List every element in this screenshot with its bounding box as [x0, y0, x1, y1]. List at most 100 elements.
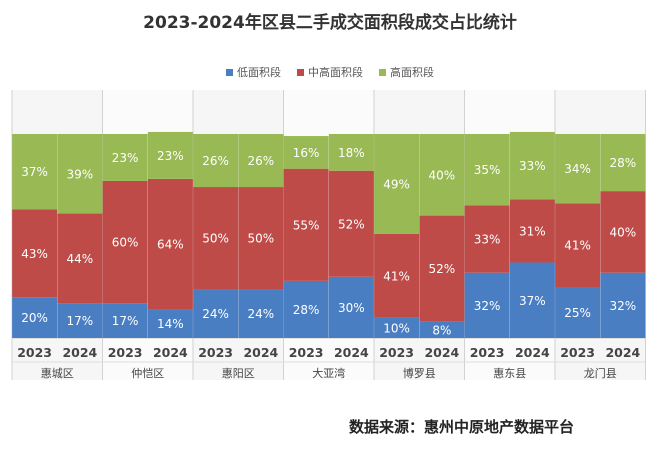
- bar-segment: [509, 262, 555, 338]
- x-tick-label: 2023: [108, 345, 143, 360]
- x-tick-label: 2023: [379, 345, 414, 360]
- data-label: 41%: [564, 239, 591, 253]
- bar-segment: [464, 205, 510, 273]
- data-label: 30%: [338, 301, 365, 315]
- data-label: 10%: [383, 321, 410, 335]
- bar-segment: [283, 168, 329, 281]
- bar-segment: [193, 134, 239, 188]
- bar-segment: [555, 134, 601, 204]
- data-label: 64%: [157, 238, 184, 252]
- data-label: 28%: [293, 303, 320, 317]
- data-label: 60%: [112, 236, 139, 250]
- bar-segment: [283, 280, 329, 338]
- x-tick-label: 2023: [560, 345, 595, 360]
- data-label: 34%: [564, 162, 591, 176]
- data-label: 37%: [519, 294, 546, 308]
- data-label: 20%: [21, 311, 48, 325]
- data-label: 52%: [429, 262, 456, 276]
- group-label: 仲恺区: [131, 366, 164, 380]
- legend-item-high: 高面积段: [379, 64, 434, 80]
- legend-label-low: 低面积段: [237, 66, 281, 79]
- legend-swatch-mid-high: [297, 68, 304, 76]
- x-tick-label: 2023: [289, 345, 324, 360]
- data-label: 43%: [21, 247, 48, 261]
- source-note: 数据来源：惠州中原地产数据平台: [348, 418, 574, 436]
- x-tick-label: 2024: [153, 345, 188, 360]
- x-tick-label: 2024: [334, 345, 369, 360]
- legend-swatch-low: [226, 68, 233, 76]
- data-label: 37%: [21, 165, 48, 179]
- bar-segment: [328, 276, 374, 338]
- group-label: 大亚湾: [312, 366, 345, 380]
- bar-segment: [238, 289, 284, 338]
- data-label: 32%: [610, 299, 637, 313]
- bar-segment: [102, 303, 148, 338]
- x-tick-label: 2023: [470, 345, 505, 360]
- bar-segment: [193, 289, 239, 338]
- legend-label-mid-high: 中高面积段: [308, 66, 363, 79]
- x-tick-label: 2023: [17, 345, 52, 360]
- data-label: 8%: [432, 323, 451, 337]
- bar-segment: [555, 203, 601, 287]
- legend: 低面积段 中高面积段 高面积段: [0, 64, 660, 80]
- bar-segment: [12, 209, 58, 298]
- bar-segment: [555, 287, 601, 338]
- bar-segment: [374, 233, 420, 318]
- bar-segment: [147, 309, 193, 338]
- legend-item-low: 低面积段: [226, 64, 281, 80]
- data-label: 28%: [610, 156, 637, 170]
- data-label: 33%: [474, 233, 501, 247]
- bar-segment: [102, 134, 148, 181]
- bar-segment: [57, 213, 103, 304]
- data-label: 26%: [202, 154, 229, 168]
- bar-segment: [57, 134, 103, 214]
- bar-segment: [283, 136, 329, 169]
- x-tick-label: 2024: [62, 345, 97, 360]
- legend-swatch-high: [379, 68, 386, 76]
- bar-segment: [12, 134, 58, 210]
- bar-segment: [464, 272, 510, 338]
- data-label: 39%: [67, 167, 94, 181]
- data-label: 16%: [293, 146, 320, 160]
- bar-segment: [509, 131, 555, 200]
- data-label: 14%: [157, 317, 184, 331]
- bar-segment: [509, 199, 555, 263]
- bar-segment: [147, 131, 193, 179]
- x-tick-label: 2024: [515, 345, 550, 360]
- bar-segment: [419, 321, 465, 338]
- bar-segment: [600, 191, 646, 273]
- bar-segment: [464, 134, 510, 206]
- group-label: 惠城区: [41, 366, 74, 380]
- x-tick-label: 2023: [198, 345, 233, 360]
- bar-segment: [193, 187, 239, 290]
- data-label: 24%: [248, 307, 275, 321]
- x-tick-label: 2024: [424, 345, 459, 360]
- bar-segment: [600, 134, 646, 192]
- group-label: 惠阳区: [222, 366, 255, 380]
- data-label: 23%: [112, 151, 139, 165]
- data-label: 35%: [474, 163, 501, 177]
- bar-segment: [328, 134, 374, 171]
- data-label: 41%: [383, 269, 410, 283]
- bar-segment: [374, 317, 420, 338]
- group-label: 惠东县: [493, 366, 526, 380]
- data-label: 49%: [383, 177, 410, 191]
- bar-segment: [328, 170, 374, 277]
- bar-segment: [12, 297, 58, 338]
- data-label: 23%: [157, 149, 184, 163]
- data-label: 31%: [519, 224, 546, 238]
- chart-title: 2023-2024年区县二手成交面积段成交占比统计: [143, 13, 517, 33]
- data-label: 50%: [248, 232, 275, 246]
- bar-segment: [238, 134, 284, 188]
- bar-segment: [102, 180, 148, 304]
- data-label: 40%: [429, 168, 456, 182]
- bar-segment: [147, 178, 193, 310]
- data-label: 25%: [564, 306, 591, 320]
- data-label: 17%: [112, 314, 139, 328]
- bar-segment: [238, 187, 284, 290]
- group-label: 博罗县: [403, 367, 436, 380]
- data-label: 50%: [202, 232, 229, 246]
- data-label: 32%: [474, 299, 501, 313]
- bar-segment: [57, 303, 103, 338]
